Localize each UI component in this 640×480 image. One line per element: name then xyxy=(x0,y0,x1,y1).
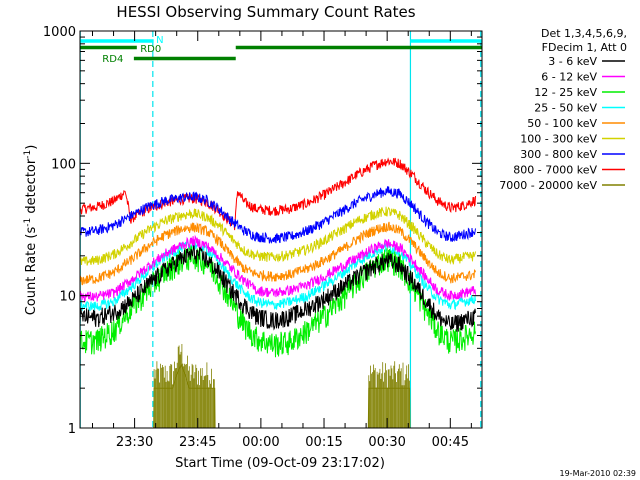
series-line-3-6kev xyxy=(79,245,476,332)
plot-frame xyxy=(79,30,483,429)
legend-label-5: 100 - 300 keV xyxy=(520,133,597,146)
x-tick-label-0045: 00:45 xyxy=(432,435,469,450)
y-tick-label-1000: 1000 xyxy=(43,25,76,40)
series-line-6-12kev xyxy=(79,234,476,302)
series-line-800-7000kev xyxy=(79,157,476,231)
plot-area xyxy=(79,31,482,429)
x-tick-label-0015: 00:15 xyxy=(305,435,342,450)
y-axis-label-sup1: -1 xyxy=(23,218,33,227)
x-tick-label-0030: 00:30 xyxy=(368,435,405,450)
series-line-25-50kev xyxy=(79,239,476,312)
y-axis-label-part1: Count Rate (s xyxy=(24,227,39,316)
x-tick-label-2330: 23:30 xyxy=(116,435,153,450)
legend-label-3: 25 - 50 keV xyxy=(534,102,597,115)
legend-label-8: 7000 - 20000 keV xyxy=(499,179,597,192)
y-axis-label: Count Rate (s-1 detector-1) xyxy=(23,145,39,316)
series-line-50-100kev xyxy=(79,221,476,286)
y-axis-label-part3: ) xyxy=(24,145,39,150)
legend-header-0: Det 1,3,4,5,6,9, xyxy=(541,27,627,40)
y-tick-label-10: 10 xyxy=(59,290,76,305)
y-axis-label-sup2: -1 xyxy=(23,150,33,159)
legend-label-7: 800 - 7000 keV xyxy=(513,164,597,177)
flag-label-rd0: RD0 xyxy=(140,44,161,55)
x-tick-label-2345: 23:45 xyxy=(179,435,216,450)
y-tick-label-100: 100 xyxy=(51,157,76,172)
tick-marks: 1 10 100 1000 23:30 23:45 00:00 00:15 00:30 00:45 xyxy=(43,25,482,450)
series-burst-7000-20000kev-1 xyxy=(368,361,410,428)
series-burst-7000-20000kev-0 xyxy=(153,344,215,428)
legend-label-1: 6 - 12 keV xyxy=(541,71,597,84)
series-line-100-300kev xyxy=(79,206,476,266)
chart-title: HESSI Observing Summary Count Rates xyxy=(116,3,415,21)
flag-label-n: N xyxy=(156,35,163,46)
legend-label-0: 3 - 6 keV xyxy=(548,55,597,68)
y-axis-label-part2: detector xyxy=(24,158,39,218)
axes xyxy=(79,30,483,429)
legend-label-4: 50 - 100 keV xyxy=(527,117,597,130)
series-line-300-800kev xyxy=(79,186,476,244)
timestamp: 19-Mar-2010 02:39 xyxy=(560,469,637,478)
y-tick-label-1: 1 xyxy=(68,422,76,437)
legend: Det 1,3,4,5,6,9,FDecim 1, Att 03 - 6 keV… xyxy=(499,27,627,192)
legend-label-2: 12 - 25 keV xyxy=(534,86,597,99)
x-axis-label: Start Time (09-Oct-09 23:17:02) xyxy=(175,456,385,471)
flag-label-rd4: RD4 xyxy=(102,54,123,65)
legend-header-1: FDecim 1, Att 0 xyxy=(542,41,627,54)
legend-label-6: 300 - 800 keV xyxy=(520,148,597,161)
x-tick-label-0000: 00:00 xyxy=(242,435,279,450)
